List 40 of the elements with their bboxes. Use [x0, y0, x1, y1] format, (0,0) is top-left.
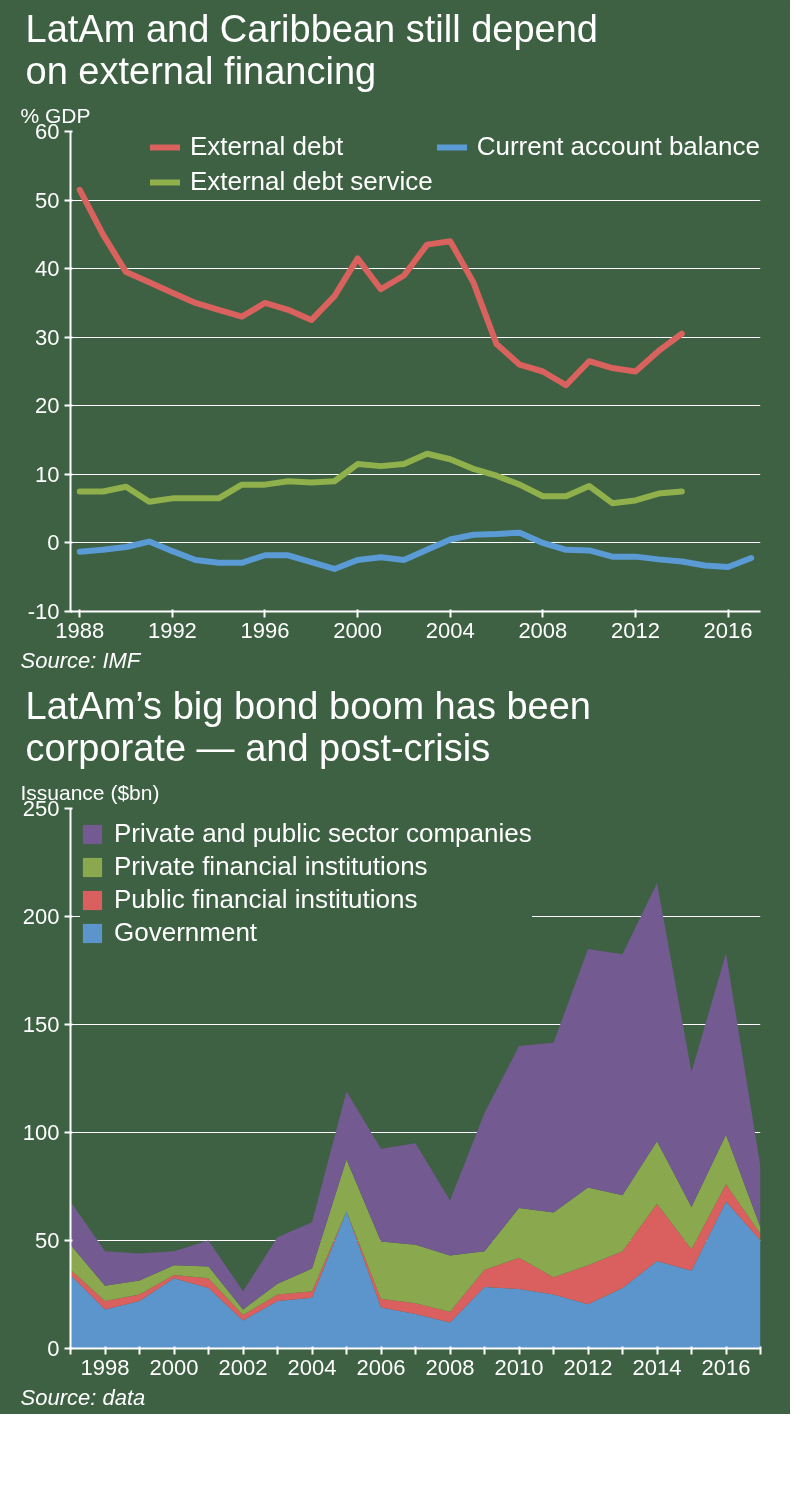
x-tick-label: 2006: [356, 1354, 406, 1380]
x-tick-label: 2004: [287, 1354, 337, 1380]
source-note: Source: data: [20, 1384, 146, 1410]
x-tick-label: 2004: [425, 617, 475, 643]
y-tick-label: 150: [22, 1012, 60, 1037]
legend-label: Public financial institutions: [114, 884, 418, 915]
y-tick-label: 10: [35, 461, 60, 487]
x-tick-label: 2002: [218, 1354, 268, 1380]
y-tick-label: 20: [35, 393, 60, 419]
x-tick-label: 2012: [563, 1354, 613, 1380]
legend-label: Current account balance: [476, 131, 760, 162]
chart-title: LatAm and Caribbean still depend on external financing: [25, 7, 598, 92]
legend-label: Private financial institutions: [114, 851, 428, 882]
legend-label: Government: [114, 917, 258, 948]
x-tick-label: 2014: [632, 1354, 682, 1380]
x-tick-label: 1996: [240, 617, 290, 643]
y-tick-label: 100: [22, 1120, 60, 1145]
x-tick-label: 2008: [518, 617, 568, 643]
y-tick-label: 30: [35, 324, 60, 350]
x-tick-label: 2000: [149, 1354, 199, 1380]
x-tick-label: 2012: [611, 617, 660, 643]
y-tick-label: 200: [22, 904, 60, 929]
legend-label: Private and public sector companies: [114, 818, 532, 849]
x-tick-label: 2016: [701, 1354, 751, 1380]
x-tick-label: 2016: [703, 617, 753, 643]
source-note: Source: IMF: [20, 647, 142, 673]
legend-label: External debt: [189, 131, 344, 162]
x-tick-label: 2010: [494, 1354, 544, 1380]
y-tick-label: 50: [35, 187, 60, 213]
y-tick-label: 40: [35, 256, 60, 282]
chart-title: LatAm’s big bond boom has been corporate — and post-crisis: [25, 684, 591, 769]
y-tick-label: 50: [35, 1228, 60, 1253]
x-tick-label: 1998: [80, 1354, 130, 1380]
x-tick-label: 2008: [425, 1354, 475, 1380]
y-tick-label: 0: [47, 530, 60, 556]
x-tick-label: 1992: [147, 617, 197, 643]
y-tick-label: 0: [47, 1336, 60, 1361]
legend-label: External debt service: [189, 166, 433, 197]
x-tick-label: 2000: [333, 617, 383, 643]
y-tick-label: -10: [27, 599, 60, 624]
